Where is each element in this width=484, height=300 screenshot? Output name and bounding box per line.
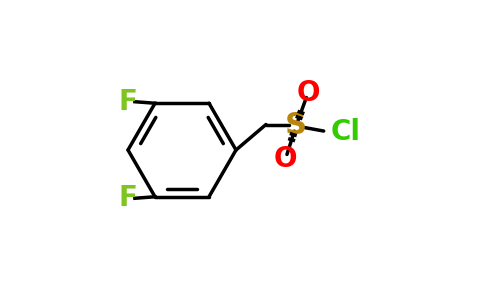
Text: F: F bbox=[119, 184, 137, 212]
Text: O: O bbox=[296, 79, 320, 107]
Text: S: S bbox=[285, 112, 307, 140]
Text: F: F bbox=[119, 88, 137, 116]
Text: Cl: Cl bbox=[331, 118, 361, 146]
Text: O: O bbox=[274, 145, 297, 173]
